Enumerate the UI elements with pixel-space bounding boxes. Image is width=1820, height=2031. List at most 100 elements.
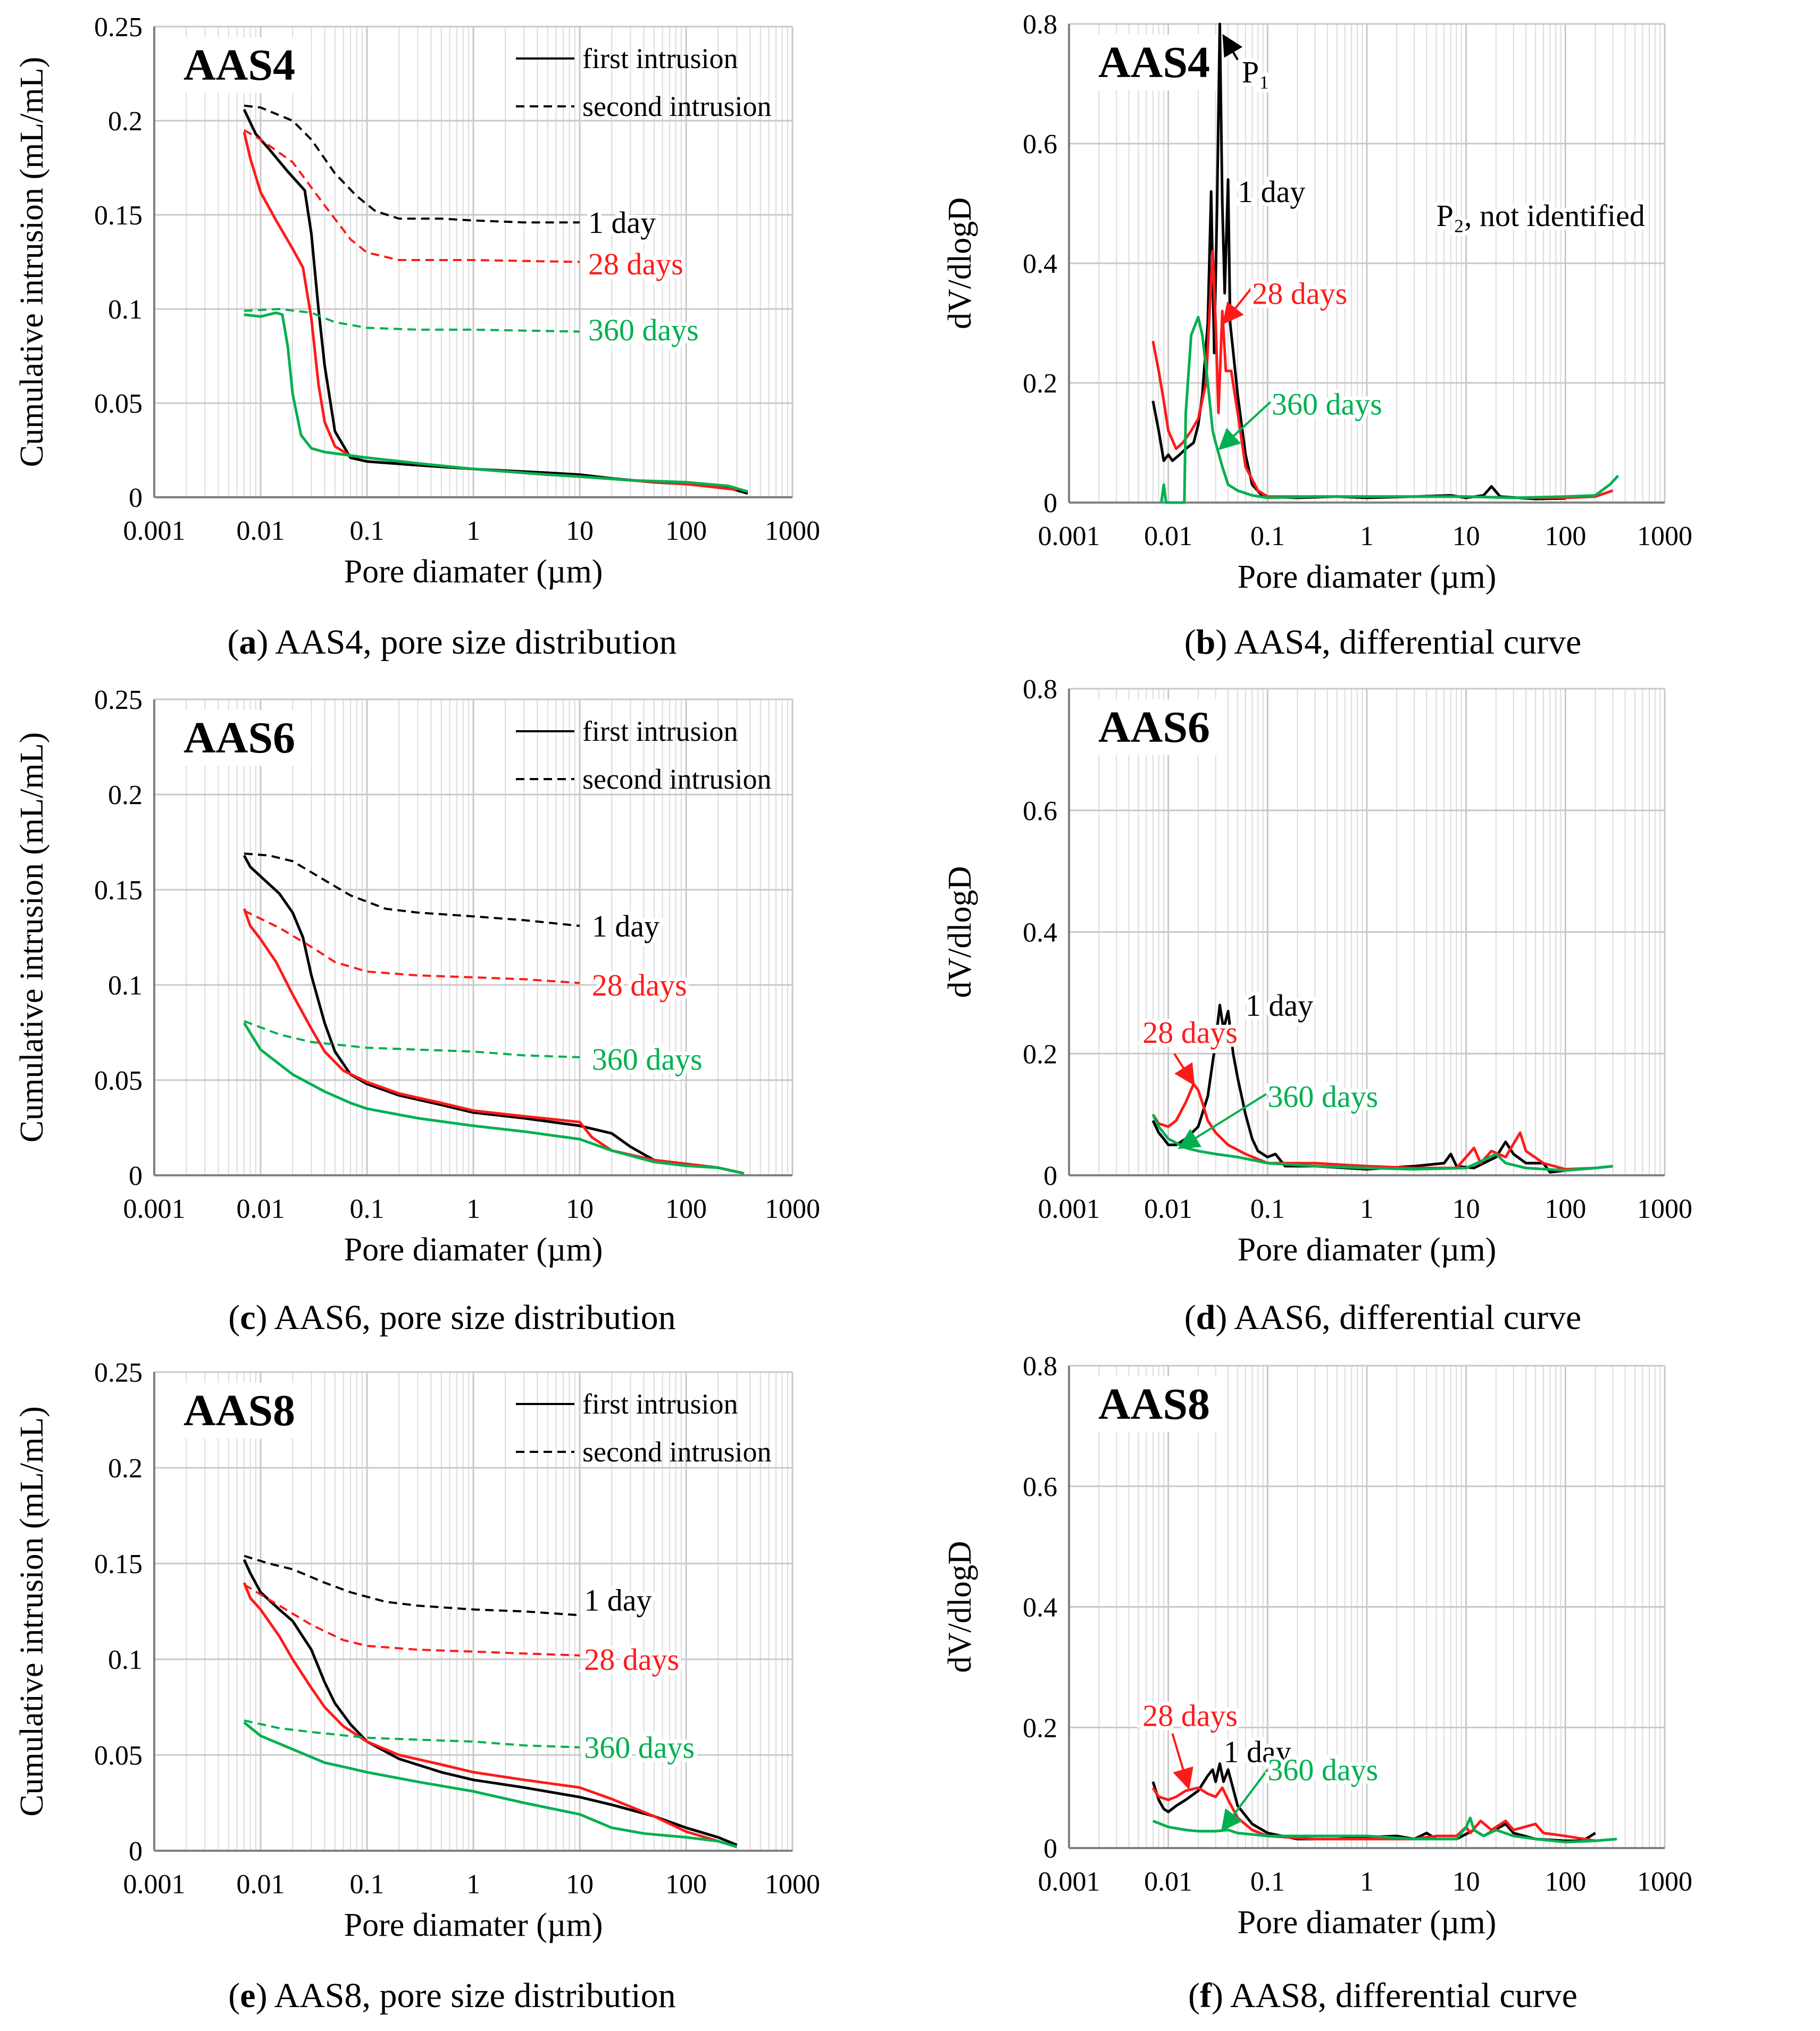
x-axis-label: Pore diamater (µm) (1238, 559, 1497, 595)
annotation-arrow (1221, 1769, 1268, 1832)
x-tick-label: 0.1 (350, 1869, 385, 1900)
x-tick-label: 1000 (1637, 1194, 1692, 1224)
x-tick-label: 0.01 (237, 1869, 285, 1900)
y-tick-label: 0.2 (1023, 369, 1057, 399)
y-tick-label: 0.25 (94, 1358, 143, 1388)
chart-title: AAS4 (183, 40, 295, 90)
annotation-arrow (1222, 286, 1253, 325)
y-tick-label: 0.4 (1023, 918, 1057, 948)
caption-d: (d) AAS6, differential curve (1184, 1298, 1582, 1337)
x-axis-label: Pore diamater (µm) (1238, 1232, 1497, 1268)
series-28-days-second-line (244, 129, 580, 263)
series-1-day-line (1151, 1004, 1613, 1174)
series-28-days-second-line (243, 1583, 580, 1657)
y-tick-label: 0.05 (94, 1741, 143, 1771)
x-tick-label: 1 (466, 1194, 480, 1224)
y-tick-label: 0.05 (94, 1066, 143, 1096)
y-tick-label: 0.6 (1023, 129, 1057, 160)
chart-e: 0 0.05 0.1 0.15 0.2 0.25 0.001 0.01 0.1 1 10 100 100… (14, 1358, 820, 1943)
x-tick-label: 10 (1452, 1194, 1480, 1224)
chart-b: 0 0.2 0.4 0.6 0.8 0.001 0.01 0.1 1 10 100 1000 Pore … (942, 10, 1692, 595)
x-tick-label: 100 (665, 1194, 707, 1224)
title-box (1088, 1376, 1226, 1432)
x-axis-label: Pore diamater (µm) (344, 554, 603, 590)
y-tick-label: 0.4 (1023, 249, 1057, 279)
annotation-arrow (1173, 1053, 1195, 1086)
y-tick-label: 0.05 (94, 389, 143, 419)
y-axis-label: Cumulative intrusion (mL/mL) (14, 1406, 50, 1816)
series-28-days-first-line (243, 908, 745, 1175)
series-label: 1 day (588, 205, 656, 240)
legend-label-first: first intrusion (582, 43, 738, 74)
series-360-days-second-line (244, 308, 580, 333)
x-tick-label: 100 (1545, 1867, 1586, 1897)
x-tick-label: 10 (566, 1194, 594, 1224)
x-tick-label: 10 (1452, 521, 1480, 551)
x-tick-label: 1000 (765, 516, 820, 546)
title-box (173, 37, 311, 93)
chart-title: AAS8 (1098, 1380, 1210, 1429)
chart-a: 0 0.05 0.1 0.15 0.2 0.25 0.001 0.01 0.1 1 10 100 100… (14, 12, 820, 590)
y-axis-label: dV/dlogD (942, 866, 978, 998)
series-label: 28 days (1142, 1015, 1238, 1050)
series-1-day-line (1151, 22, 1566, 500)
series-label: 28 days (1252, 276, 1347, 311)
y-tick-label: 0.2 (1023, 1039, 1057, 1069)
series-label: 360 days (584, 1731, 695, 1765)
title-box (1088, 699, 1226, 755)
y-axis-label: dV/dlogD (942, 197, 978, 329)
x-tick-label: 0.1 (1250, 1194, 1285, 1224)
series-label: 360 days (1267, 1753, 1378, 1787)
series-label: 360 days (1272, 387, 1382, 421)
x-axis-label: Pore diamater (µm) (344, 1907, 603, 1943)
x-tick-label: 1 (466, 516, 480, 546)
title-box (1088, 35, 1226, 90)
caption-b: (b) AAS4, differential curve (1184, 623, 1582, 662)
x-tick-label: 0.01 (1144, 1867, 1192, 1897)
series-360-days-line (1152, 1816, 1617, 1844)
series-28-days-second-line (244, 909, 580, 984)
y-tick-label: 0.25 (94, 12, 143, 43)
y-tick-label: 0.15 (94, 200, 143, 231)
x-tick-label: 1000 (765, 1869, 820, 1900)
y-axis-label: dV/dlogD (942, 1541, 978, 1673)
y-tick-label: 0.2 (108, 780, 143, 810)
annotation-arrow (1171, 1733, 1193, 1790)
x-axis-label: Pore diamater (µm) (344, 1232, 603, 1268)
legend-label-second: second intrusion (582, 763, 771, 795)
x-tick-label: 1000 (1637, 521, 1692, 551)
x-tick-label: 0.001 (123, 1869, 186, 1900)
legend-label-second: second intrusion (582, 1436, 771, 1468)
title-box (173, 710, 311, 766)
series-28-days-line (1151, 1786, 1596, 1842)
y-tick-label: 0 (1043, 1834, 1057, 1864)
series-label: 360 days (592, 1042, 703, 1077)
y-tick-label: 0.8 (1023, 1351, 1057, 1382)
y-tick-label: 0 (129, 483, 143, 513)
y-tick-label: 0.6 (1023, 796, 1057, 826)
series-360-days-first-line (243, 1721, 738, 1849)
x-tick-label: 100 (1545, 521, 1586, 551)
series-label: 28 days (592, 968, 687, 1002)
series-label: 1 day (584, 1583, 652, 1617)
series-28-days-first-line (243, 1582, 738, 1849)
y-tick-label: 0.6 (1023, 1472, 1057, 1502)
series-360-days-second-line (244, 1719, 580, 1749)
series-label: 1 day (1224, 1735, 1291, 1769)
series-label: 360 days (588, 313, 699, 347)
caption-f: (f) AAS8, differential curve (1188, 1976, 1577, 2015)
series-1-day-first-line (243, 108, 748, 495)
x-tick-label: 1 (1360, 1867, 1374, 1897)
y-tick-label: 0.1 (108, 295, 143, 325)
x-tick-label: 0.001 (1038, 1194, 1100, 1224)
series-label: 28 days (588, 247, 683, 281)
series-360-days-first-line (243, 1022, 745, 1175)
y-axis-label: Cumulative intrusion (mL/mL) (14, 57, 50, 467)
y-tick-label: 0.2 (108, 1453, 143, 1484)
chart-title: AAS8 (183, 1386, 295, 1435)
series-360-days-second-line (244, 1020, 580, 1058)
series-1-day-first-line (243, 855, 745, 1175)
series-1-day-second-line (244, 852, 580, 927)
